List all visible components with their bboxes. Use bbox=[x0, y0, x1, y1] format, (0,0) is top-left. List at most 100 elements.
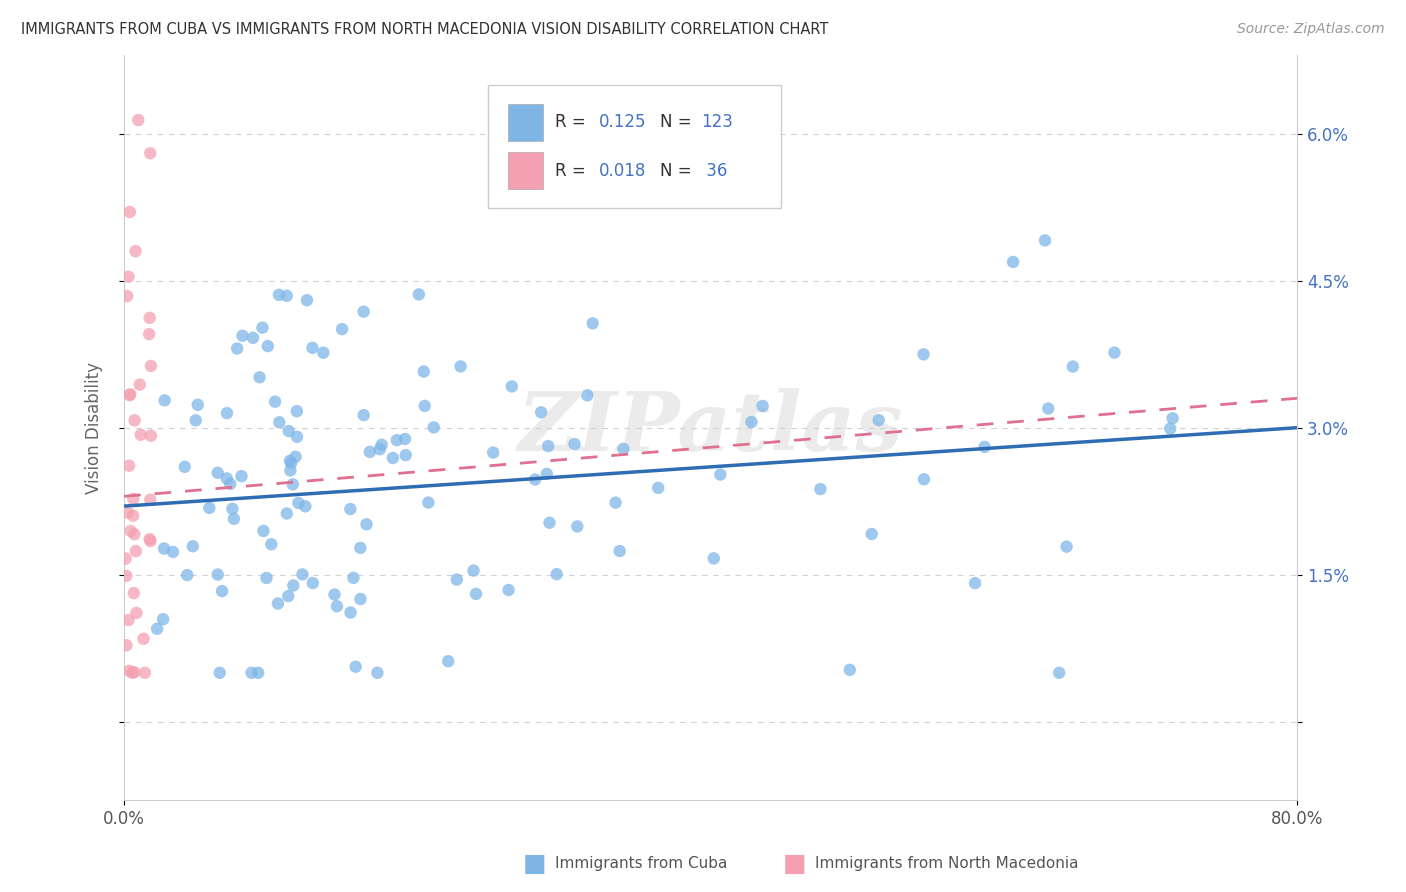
Point bbox=[860, 527, 883, 541]
Point bbox=[530, 405, 553, 419]
Point bbox=[153, 393, 176, 408]
Point bbox=[294, 500, 316, 514]
Point bbox=[115, 638, 138, 652]
Point bbox=[1047, 665, 1070, 680]
Point bbox=[370, 438, 392, 452]
Point bbox=[118, 664, 141, 678]
Point bbox=[353, 408, 375, 422]
Point bbox=[287, 496, 309, 510]
Point bbox=[276, 507, 298, 521]
Text: R =: R = bbox=[554, 161, 591, 179]
Point bbox=[260, 537, 283, 551]
Point bbox=[1161, 411, 1184, 425]
Point bbox=[132, 632, 155, 646]
Point bbox=[912, 347, 935, 361]
Point bbox=[537, 439, 560, 453]
Point bbox=[125, 544, 148, 558]
Point bbox=[408, 287, 430, 301]
Point bbox=[339, 502, 361, 516]
Point bbox=[1159, 422, 1181, 436]
Point bbox=[219, 476, 242, 491]
Point bbox=[1033, 233, 1056, 247]
Point bbox=[207, 466, 229, 480]
Point bbox=[418, 495, 440, 509]
Point bbox=[139, 492, 162, 507]
Text: Immigrants from North Macedonia: Immigrants from North Macedonia bbox=[815, 856, 1078, 871]
Point bbox=[117, 506, 139, 520]
Point bbox=[284, 450, 307, 464]
Point bbox=[173, 459, 195, 474]
Point bbox=[1038, 401, 1060, 416]
Text: 0.018: 0.018 bbox=[599, 161, 647, 179]
Text: Source: ZipAtlas.com: Source: ZipAtlas.com bbox=[1237, 22, 1385, 37]
Point bbox=[264, 394, 287, 409]
Point bbox=[385, 433, 408, 447]
Text: ■: ■ bbox=[523, 852, 546, 875]
Point bbox=[536, 467, 558, 481]
Point bbox=[231, 328, 253, 343]
Point bbox=[564, 437, 586, 451]
Point bbox=[450, 359, 472, 374]
Point bbox=[501, 379, 523, 393]
Point bbox=[117, 613, 139, 627]
Point bbox=[125, 606, 148, 620]
Point bbox=[285, 404, 308, 418]
Point bbox=[963, 576, 986, 591]
Point bbox=[281, 477, 304, 491]
Point bbox=[381, 450, 404, 465]
Point bbox=[295, 293, 318, 308]
Point bbox=[291, 567, 314, 582]
Point bbox=[612, 442, 634, 456]
Text: Immigrants from Cuba: Immigrants from Cuba bbox=[555, 856, 728, 871]
Point bbox=[582, 316, 605, 330]
Text: 123: 123 bbox=[702, 113, 733, 131]
Point bbox=[122, 665, 145, 680]
Point bbox=[751, 399, 773, 413]
Point bbox=[423, 420, 446, 434]
Point bbox=[139, 146, 162, 161]
Point bbox=[412, 364, 434, 378]
Y-axis label: Vision Disability: Vision Disability bbox=[86, 361, 103, 493]
Point bbox=[709, 467, 731, 482]
Point bbox=[395, 448, 418, 462]
Text: IMMIGRANTS FROM CUBA VS IMMIGRANTS FROM NORTH MACEDONIA VISION DISABILITY CORREL: IMMIGRANTS FROM CUBA VS IMMIGRANTS FROM … bbox=[21, 22, 828, 37]
Point bbox=[211, 584, 233, 599]
Point bbox=[312, 345, 335, 359]
Point bbox=[482, 445, 505, 459]
Point bbox=[240, 665, 263, 680]
Point bbox=[256, 339, 278, 353]
Point bbox=[122, 508, 145, 523]
Point bbox=[138, 310, 160, 325]
Point bbox=[267, 597, 290, 611]
Point bbox=[342, 571, 364, 585]
Text: R =: R = bbox=[554, 113, 591, 131]
Point bbox=[152, 612, 174, 626]
Point bbox=[117, 269, 139, 284]
Point bbox=[280, 456, 302, 470]
Point bbox=[353, 304, 375, 318]
Point bbox=[538, 516, 561, 530]
Point bbox=[127, 113, 149, 128]
Point bbox=[278, 454, 301, 468]
Point bbox=[249, 370, 271, 384]
Point bbox=[138, 532, 160, 546]
Point bbox=[162, 545, 184, 559]
Point bbox=[740, 415, 762, 429]
Point bbox=[118, 205, 141, 219]
Point bbox=[524, 473, 547, 487]
Point bbox=[252, 320, 274, 334]
Point bbox=[115, 569, 138, 583]
Point bbox=[1104, 345, 1126, 359]
Text: ■: ■ bbox=[783, 852, 806, 875]
Text: 0.125: 0.125 bbox=[599, 113, 647, 131]
Point bbox=[252, 524, 274, 538]
Point bbox=[120, 524, 142, 538]
Point bbox=[394, 432, 416, 446]
Point bbox=[446, 573, 468, 587]
Point bbox=[278, 463, 301, 477]
Point bbox=[121, 665, 143, 680]
Point bbox=[184, 413, 207, 427]
Point bbox=[208, 665, 231, 680]
Point bbox=[703, 551, 725, 566]
Point bbox=[128, 377, 150, 392]
